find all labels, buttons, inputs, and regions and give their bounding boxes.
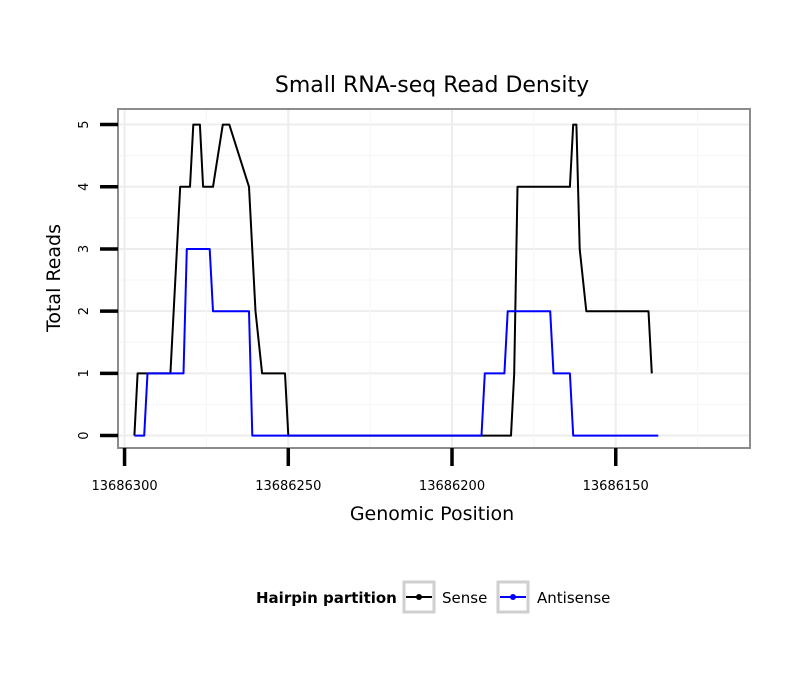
series-line-antisense (134, 248, 659, 437)
x-tick-label: 13686250 (255, 479, 321, 494)
legend-title: Hairpin partition (256, 589, 397, 607)
x-tick-label: 13686150 (583, 479, 649, 494)
y-axis-label: Total Reads (43, 224, 65, 333)
legend-dot-antisense (510, 594, 516, 600)
y-tick-label: 5 (77, 120, 92, 128)
legend-label-sense: Sense (442, 589, 487, 607)
legend-item-antisense: Antisense (496, 580, 610, 614)
y-tick-label: 3 (77, 245, 92, 253)
y-tick-label: 4 (77, 183, 92, 191)
chart-title: Small RNA-seq Read Density (275, 73, 589, 98)
plot-border (117, 108, 751, 449)
legend-dot-sense (416, 594, 422, 600)
legend-item-sense: Sense (402, 580, 487, 614)
legend-label-antisense: Antisense (537, 589, 610, 607)
y-tick-label: 0 (77, 431, 92, 439)
x-tick-label: 13686200 (419, 479, 485, 494)
series-lines (133, 123, 659, 437)
x-tick-label: 13686300 (91, 479, 157, 494)
x-axis-label: Genomic Position (350, 503, 514, 525)
x-axis: 13686300 13686250 13686200 13686150 (91, 448, 649, 494)
series-line-sense (133, 123, 653, 437)
y-tick-label: 2 (77, 307, 92, 315)
legend: Hairpin partition Sense Antisense (256, 580, 610, 614)
y-axis: 0 1 2 3 4 5 (77, 120, 118, 440)
y-tick-label: 1 (77, 369, 92, 377)
